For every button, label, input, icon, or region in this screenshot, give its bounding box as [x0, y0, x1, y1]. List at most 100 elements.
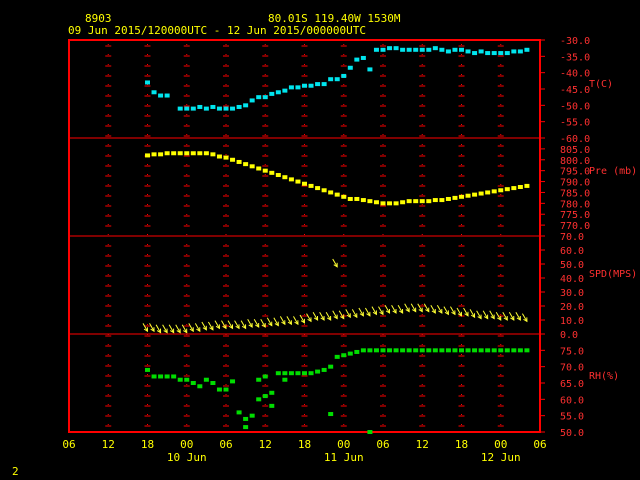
y-axis-label: SPD(MPS) — [589, 269, 637, 280]
temperature-point — [230, 106, 236, 111]
wind-arrow-head — [241, 324, 247, 330]
wind-arrow-head — [516, 315, 521, 321]
wind-arrow-shaft — [155, 324, 162, 333]
pressure-point — [145, 153, 150, 158]
temperature-point — [275, 90, 281, 95]
pressure-point — [315, 186, 321, 191]
y-axis-label: RH(%) — [589, 371, 619, 382]
pressure-point — [373, 200, 379, 205]
relative_humidity-point — [367, 430, 373, 434]
y-axis-label: T(C) — [589, 79, 613, 90]
x-tick-label: 06 — [533, 438, 546, 451]
wind-arrow-shaft — [404, 303, 410, 312]
wind-arrow-head — [425, 307, 430, 313]
pressure-point — [334, 192, 340, 197]
pressure-point — [341, 194, 347, 199]
pressure-point — [171, 151, 177, 156]
wind-arrow-head — [281, 320, 286, 326]
relative_humidity-point — [295, 371, 301, 376]
wind-arrow-head — [150, 327, 155, 333]
y-tick-label: 785.0 — [560, 188, 590, 199]
relative_humidity-point — [269, 403, 275, 408]
wind-arrow-head — [510, 315, 515, 321]
relative_humidity-point — [511, 348, 517, 353]
wind-arrow-head — [451, 310, 456, 316]
relative_humidity-point — [197, 384, 203, 389]
temperature-point — [243, 103, 249, 108]
y-tick-label: -40.0 — [560, 69, 590, 80]
wind-arrow-head — [457, 311, 463, 317]
wind-arrow-shaft — [495, 311, 502, 321]
wind-arrow — [358, 307, 364, 317]
wind-arrow-shaft — [253, 318, 260, 328]
wind-arrow — [463, 307, 469, 317]
relative_humidity-point — [315, 369, 321, 374]
wind-arrow-head — [379, 310, 384, 316]
wind-arrow-head — [477, 314, 482, 320]
wind-arrow — [319, 311, 325, 321]
x-day-label: 12 Jun — [481, 451, 521, 464]
relative_humidity-point — [406, 348, 412, 353]
y-tick-label: 55.0 — [560, 412, 584, 423]
temperature-point — [452, 47, 458, 52]
temperature-point — [524, 47, 530, 52]
relative_humidity-point — [171, 374, 177, 379]
pressure-point — [328, 190, 334, 195]
pressure-point — [302, 181, 307, 186]
wind-arrow — [234, 320, 240, 330]
relative_humidity-point — [373, 348, 379, 353]
y-tick-label: 30.0 — [560, 288, 584, 299]
wind-arrow-head — [444, 310, 449, 316]
wind-arrow — [214, 320, 220, 330]
pressure-point — [210, 152, 216, 157]
wind-arrow-head — [412, 307, 417, 313]
relative_humidity-point — [360, 348, 366, 353]
wind-arrow-shaft — [234, 320, 240, 329]
wind-arrow-shaft — [247, 318, 253, 328]
wind-arrow-shaft — [384, 304, 390, 314]
relative_humidity-point — [432, 348, 438, 353]
y-tick-label: 790.0 — [560, 178, 590, 189]
pressure-point — [354, 196, 360, 201]
wind-arrow — [397, 304, 404, 314]
wind-arrow — [240, 320, 247, 330]
relative_humidity-point — [517, 348, 523, 353]
relative_humidity-point — [439, 348, 445, 353]
temperature-point — [426, 47, 432, 52]
temperature-point — [432, 46, 438, 51]
relative_humidity-point — [426, 348, 432, 353]
pressure-point — [249, 164, 255, 169]
wind-arrow — [495, 311, 502, 321]
pressure-point — [380, 201, 386, 206]
temperature-point — [158, 93, 164, 98]
pressure-point — [432, 198, 438, 203]
wind-arrow-head — [398, 308, 404, 314]
pressure-point — [393, 201, 399, 206]
wind-arrow — [293, 316, 299, 326]
wind-arrow — [162, 324, 168, 334]
y-tick-label: 60.0 — [560, 395, 584, 406]
pressure-point — [439, 198, 445, 203]
wind-arrow-shaft — [273, 317, 279, 326]
wind-arrow-head — [176, 328, 181, 334]
y-tick-label: 60.0 — [560, 246, 584, 257]
wind-arrow-shaft — [286, 316, 292, 325]
wind-arrow-shaft — [345, 309, 351, 318]
wind-arrow — [312, 311, 319, 321]
y-tick-label: 20.0 — [560, 302, 584, 313]
wind-arrow-head — [483, 314, 489, 320]
wind-arrow — [279, 316, 286, 326]
x-tick-label: 00 — [337, 438, 350, 451]
wind-arrow — [443, 306, 449, 316]
wind-arrow-head — [235, 324, 240, 330]
wind-arrow-head — [320, 315, 325, 321]
wind-arrow-shaft — [312, 311, 319, 321]
wind-arrow-head — [156, 328, 162, 334]
x-tick-label: 06 — [62, 438, 75, 451]
temperature-point — [393, 46, 399, 51]
wind-arrow — [476, 310, 482, 320]
wind-arrow-shaft — [175, 324, 181, 333]
wind-arrow-shaft — [515, 311, 521, 321]
pressure-point — [387, 201, 393, 206]
x-tick-label: 06 — [376, 438, 389, 451]
